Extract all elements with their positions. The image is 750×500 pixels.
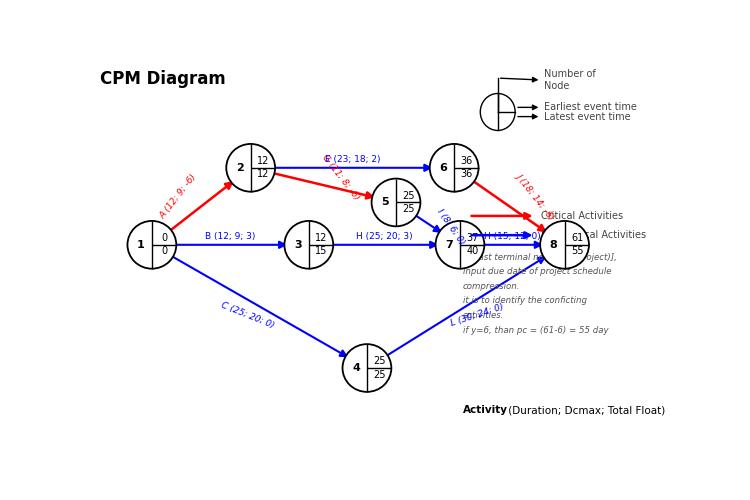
Text: 61: 61 — [572, 233, 584, 243]
Text: L (30; 24; 0): L (30; 24; 0) — [450, 302, 505, 328]
Text: 12: 12 — [315, 233, 328, 243]
Text: 37: 37 — [466, 233, 478, 243]
Text: Number of
Node: Number of Node — [544, 69, 596, 91]
Text: 1: 1 — [137, 240, 145, 250]
Text: 25: 25 — [374, 370, 386, 380]
Text: CPM Diagram: CPM Diagram — [100, 70, 225, 87]
Text: 0: 0 — [161, 246, 168, 256]
Text: 5: 5 — [381, 198, 388, 207]
Text: G (11; 8; -6): G (11; 8; -6) — [320, 153, 362, 202]
Ellipse shape — [128, 221, 176, 268]
Text: 36: 36 — [460, 156, 473, 166]
Text: Latest event time: Latest event time — [544, 112, 631, 122]
Text: Critical Activities: Critical Activities — [542, 211, 623, 221]
Ellipse shape — [436, 221, 484, 268]
Ellipse shape — [284, 221, 333, 268]
Text: Earliest event time: Earliest event time — [544, 102, 637, 113]
Text: 55: 55 — [571, 246, 584, 256]
Text: 8: 8 — [550, 240, 557, 250]
Text: C (25; 20; 0): C (25; 20; 0) — [220, 300, 276, 330]
Text: B (12; 9; 3): B (12; 9; 3) — [206, 232, 256, 241]
Text: H (15; 12; 0): H (15; 12; 0) — [484, 232, 541, 241]
Text: 25: 25 — [403, 191, 415, 201]
Text: 4: 4 — [352, 363, 360, 373]
Text: input due date of project schedule: input due date of project schedule — [463, 267, 611, 276]
Text: E (23; 18; 2): E (23; 18; 2) — [325, 155, 380, 164]
Text: 12: 12 — [257, 156, 269, 166]
Text: 0: 0 — [161, 233, 168, 243]
Text: 25: 25 — [374, 356, 386, 366]
Text: if y=6, than pc = (61-6) = 55 day: if y=6, than pc = (61-6) = 55 day — [463, 326, 608, 334]
Text: 6: 6 — [440, 163, 447, 173]
Text: H (25; 20; 3): H (25; 20; 3) — [356, 232, 413, 241]
Text: Activity: Activity — [463, 406, 508, 415]
Text: 25: 25 — [403, 204, 415, 214]
Text: compression.: compression. — [463, 282, 520, 291]
Text: J (18; 14; -6): J (18; 14; -6) — [514, 172, 556, 222]
Text: 40: 40 — [466, 246, 478, 256]
Text: In Last terminal node [LC (Project)],: In Last terminal node [LC (Project)], — [463, 252, 616, 262]
Text: I (8; 6; 0): I (8; 6; 0) — [436, 208, 466, 247]
Ellipse shape — [371, 178, 421, 226]
Ellipse shape — [343, 344, 392, 392]
Text: 15: 15 — [315, 246, 328, 256]
Ellipse shape — [430, 144, 478, 192]
Text: 7: 7 — [445, 240, 453, 250]
Text: it is to identify the conficting: it is to identify the conficting — [463, 296, 586, 306]
Text: Non-Critical Activities: Non-Critical Activities — [542, 230, 646, 240]
Text: 2: 2 — [236, 163, 244, 173]
Ellipse shape — [480, 94, 515, 130]
Text: activities.: activities. — [463, 311, 504, 320]
Ellipse shape — [226, 144, 275, 192]
Text: (Duration; Dcmax; Total Float): (Duration; Dcmax; Total Float) — [505, 406, 665, 415]
Text: 3: 3 — [294, 240, 302, 250]
Text: 36: 36 — [460, 170, 473, 179]
Ellipse shape — [540, 221, 589, 268]
Text: 12: 12 — [257, 170, 269, 179]
Text: A (12; 9; -6): A (12; 9; -6) — [158, 172, 198, 220]
